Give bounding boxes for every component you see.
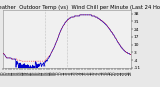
- Title: Milwaukee Weather  Outdoor Temp (vs)  Wind Chill per Minute (Last 24 Hours): Milwaukee Weather Outdoor Temp (vs) Wind…: [0, 5, 160, 10]
